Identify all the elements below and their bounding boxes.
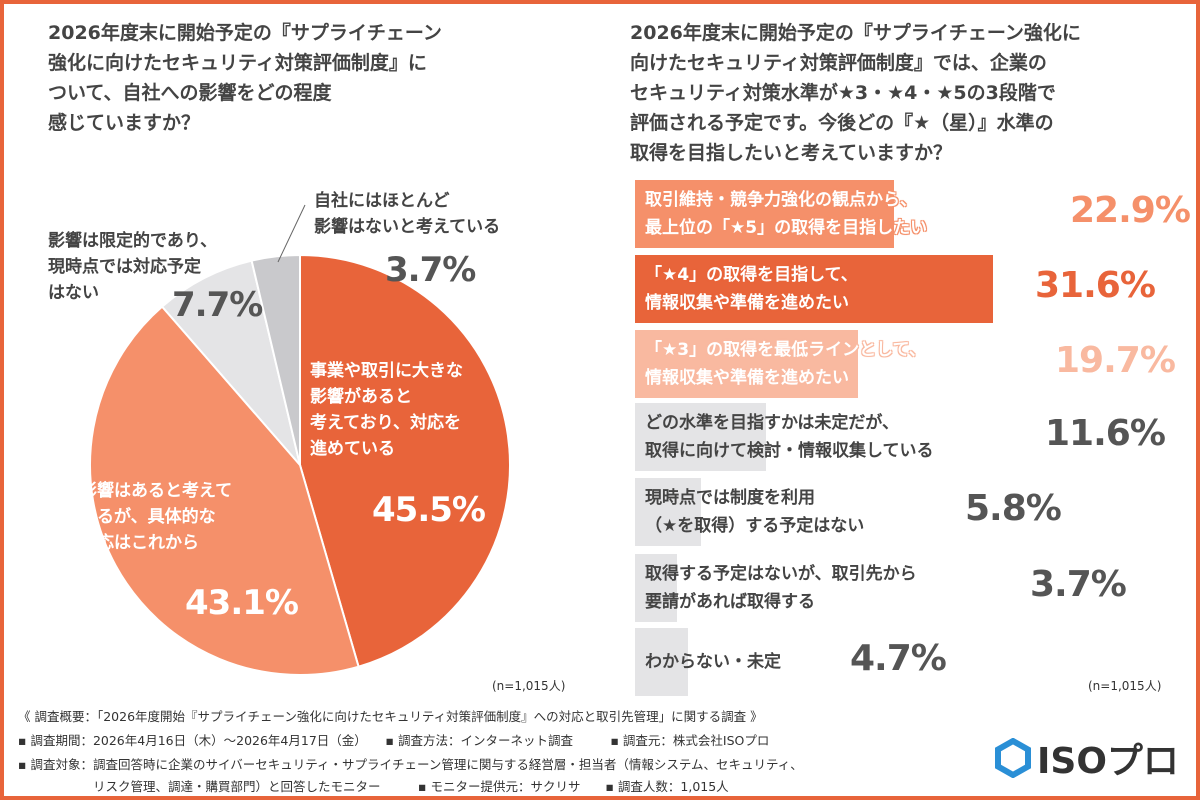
footer-target-2: リスク管理、調達・購買部門）と回答したモニター ▪ モニター提供元：サクリサ ▪… — [18, 779, 729, 794]
bar-label-3: どの水準を目指すかは未定だが、 取得に向けて検討・情報収集している — [645, 413, 934, 461]
pie-label-0: 事業や取引に大きな 影響があると 考えており、対応を 進めている — [310, 361, 463, 459]
pie-pct-2: 7.7% — [172, 285, 263, 325]
pie-slice-3 — [250, 253, 301, 466]
isopro-logo: ISOプロ — [995, 732, 1179, 784]
bar-1 — [635, 255, 994, 323]
bar-label-0: 取引維持・競争力強化の観点から、 最上位の「★5」の取得を目指したい — [645, 190, 928, 238]
bar-label-1: 「★4」の取得を目指して、 情報収集や準備を進めたい — [645, 265, 858, 313]
pie-slice-0 — [299, 253, 511, 668]
bar-6 — [635, 628, 689, 696]
bar-label-5: 取得する予定はないが、取引先から 要請があれば取得する — [645, 564, 917, 612]
bar-value-5: 3.7% — [1030, 564, 1127, 605]
pie-pct-0: 45.5% — [372, 490, 486, 530]
pie-pct-3: 3.7% — [385, 250, 476, 290]
bar-row: 「★3」の取得を最低ラインとして、 情報収集や準備を進めたい 19.7% — [635, 330, 1176, 398]
pie-slice-2 — [160, 259, 301, 466]
bar-row: 取得する予定はないが、取引先から 要請があれば取得する 3.7% — [635, 554, 1175, 622]
footer-period: ▪ 調査期間：2026年4月16日（木）～2026年4月17日（金） ▪ 調査方… — [18, 733, 770, 748]
bar-row: どの水準を目指すかは未定だが、 取得に向けて検討・情報収集している 11.6% — [635, 403, 1175, 471]
bar-value-4: 5.8% — [965, 488, 1062, 529]
pie-slice-1 — [89, 305, 360, 677]
logo-text: ISOプロ — [1037, 741, 1179, 782]
bar-row: 「★4」の取得を目指して、 情報収集や準備を進めたい 31.6% — [635, 255, 1175, 323]
bar-value-6: 4.7% — [850, 638, 947, 679]
bar-value-0: 22.9% — [1070, 190, 1191, 231]
left-sample-size: (n=1,015人) — [492, 679, 566, 693]
hexagon-icon — [995, 738, 1031, 778]
bar-row: 現時点では制度を利用 （★を取得）する予定はない 5.8% — [635, 478, 1175, 546]
pie-label-1: 影響はあると考えて いるが、具体的な 対応はこれから — [80, 481, 233, 553]
bar-label-4: 現時点では制度を利用 （★を取得）する予定はない — [645, 488, 865, 536]
bar-5 — [635, 554, 677, 622]
footer-summary: 《 調査概要：「2026年度開始『サプライチェーン強化に向けたセキュリティ対策評… — [18, 709, 763, 724]
right-question: 2026年度末に開始予定の『サプライチェーン強化に 向けたセキュリティ対策評価制… — [630, 22, 1081, 164]
leader-line — [277, 204, 306, 263]
bar-4 — [635, 478, 701, 546]
bar-value-2: 19.7% — [1055, 340, 1176, 381]
bar-value-1: 31.6% — [1035, 265, 1156, 306]
bar-row: 取引維持・競争力強化の観点から、 最上位の「★5」の取得を目指したい 22.9% — [635, 180, 1191, 248]
bar-3 — [635, 403, 767, 471]
pie-pct-1: 43.1% — [185, 583, 299, 623]
bar-0 — [635, 180, 895, 248]
bar-2 — [635, 330, 859, 398]
left-question: 2026年度末に開始予定の『サプライチェーン 強化に向けたセキュリティ対策評価制… — [48, 22, 442, 134]
bar-label-6: わからない・未定 — [645, 652, 781, 672]
footer-target: ▪ 調査対象：調査回答時に企業のサイバーセキュリティ・サプライチェーン管理に関与… — [18, 757, 803, 772]
right-sample-size: (n=1,015人) — [1088, 679, 1162, 693]
bar-value-3: 11.6% — [1045, 413, 1166, 454]
pie-label-2: 影響は限定的であり、 現時点では対応予定 はない — [48, 231, 218, 303]
bar-row: わからない・未定 4.7% — [635, 628, 1175, 696]
pie-label-3: 自社にはほとんど 影響はないと考えている — [314, 191, 501, 237]
bar-label-2: 「★3」の取得を最低ラインとして、 情報収集や準備を進めたい — [645, 340, 926, 388]
